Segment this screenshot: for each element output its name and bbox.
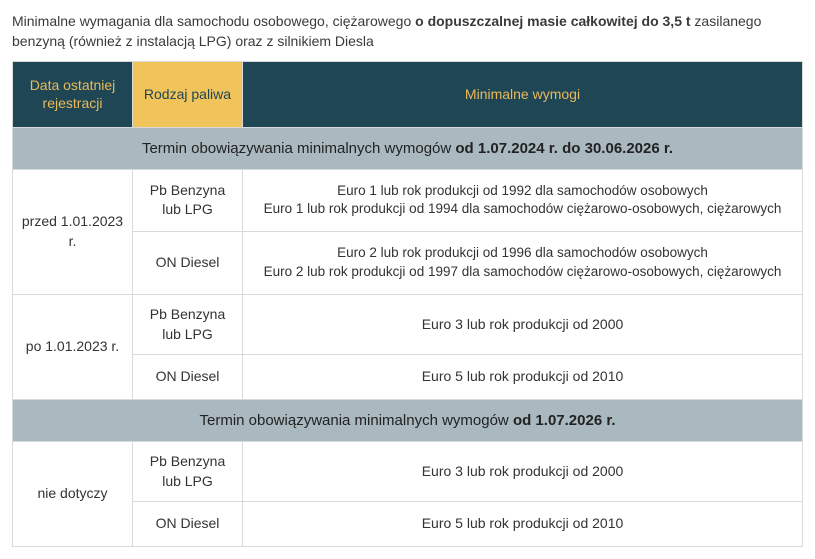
req-s1-before-diesel: Euro 2 lub rok produkcji od 1996 dla sam… xyxy=(243,232,803,295)
section1-prefix: Termin obowiązywania minimalnych wymogów xyxy=(142,140,455,157)
fuel-pb: Pb Benzyna lub LPG xyxy=(133,169,243,232)
section1-bold: od 1.07.2024 r. do 30.06.2026 r. xyxy=(455,140,673,157)
section-row-2: Termin obowiązywania minimalnych wymogów… xyxy=(13,399,803,441)
req-s2-na-diesel: Euro 5 lub rok produkcji od 2010 xyxy=(243,502,803,547)
req-s1-after-diesel: Euro 5 lub rok produkcji od 2010 xyxy=(243,355,803,400)
section-row-1: Termin obowiązywania minimalnych wymogów… xyxy=(13,127,803,169)
fuel-diesel: ON Diesel xyxy=(133,355,243,400)
fuel-diesel: ON Diesel xyxy=(133,232,243,295)
header-date: Data ostatniej rejestracji xyxy=(13,62,133,127)
fuel-pb: Pb Benzyna lub LPG xyxy=(133,295,243,355)
title-bold: o dopuszczalnej masie całkowitej do 3,5 … xyxy=(415,13,690,29)
section2-prefix: Termin obowiązywania minimalnych wymogów xyxy=(199,412,512,429)
table-header-row: Data ostatniej rejestracji Rodzaj paliwa… xyxy=(13,62,803,127)
table-row: przed 1.01.2023 r. Pb Benzyna lub LPG Eu… xyxy=(13,169,803,232)
requirements-table: Data ostatniej rejestracji Rodzaj paliwa… xyxy=(12,61,803,547)
date-na: nie dotyczy xyxy=(13,441,133,546)
date-after: po 1.01.2023 r. xyxy=(13,295,133,400)
title-part1: Minimalne wymagania dla samochodu osobow… xyxy=(12,13,415,29)
date-before: przed 1.01.2023 r. xyxy=(13,169,133,295)
table-row: po 1.01.2023 r. Pb Benzyna lub LPG Euro … xyxy=(13,295,803,355)
section2-bold: od 1.07.2026 r. xyxy=(513,412,616,429)
req-s1-after-pb: Euro 3 lub rok produkcji od 2000 xyxy=(243,295,803,355)
fuel-diesel: ON Diesel xyxy=(133,502,243,547)
page-title: Minimalne wymagania dla samochodu osobow… xyxy=(12,12,803,51)
header-fuel: Rodzaj paliwa xyxy=(133,62,243,127)
req-s1-before-pb: Euro 1 lub rok produkcji od 1992 dla sam… xyxy=(243,169,803,232)
table-row: nie dotyczy Pb Benzyna lub LPG Euro 3 lu… xyxy=(13,441,803,501)
header-requirements: Minimalne wymogi xyxy=(243,62,803,127)
fuel-pb: Pb Benzyna lub LPG xyxy=(133,441,243,501)
req-s2-na-pb: Euro 3 lub rok produkcji od 2000 xyxy=(243,441,803,501)
